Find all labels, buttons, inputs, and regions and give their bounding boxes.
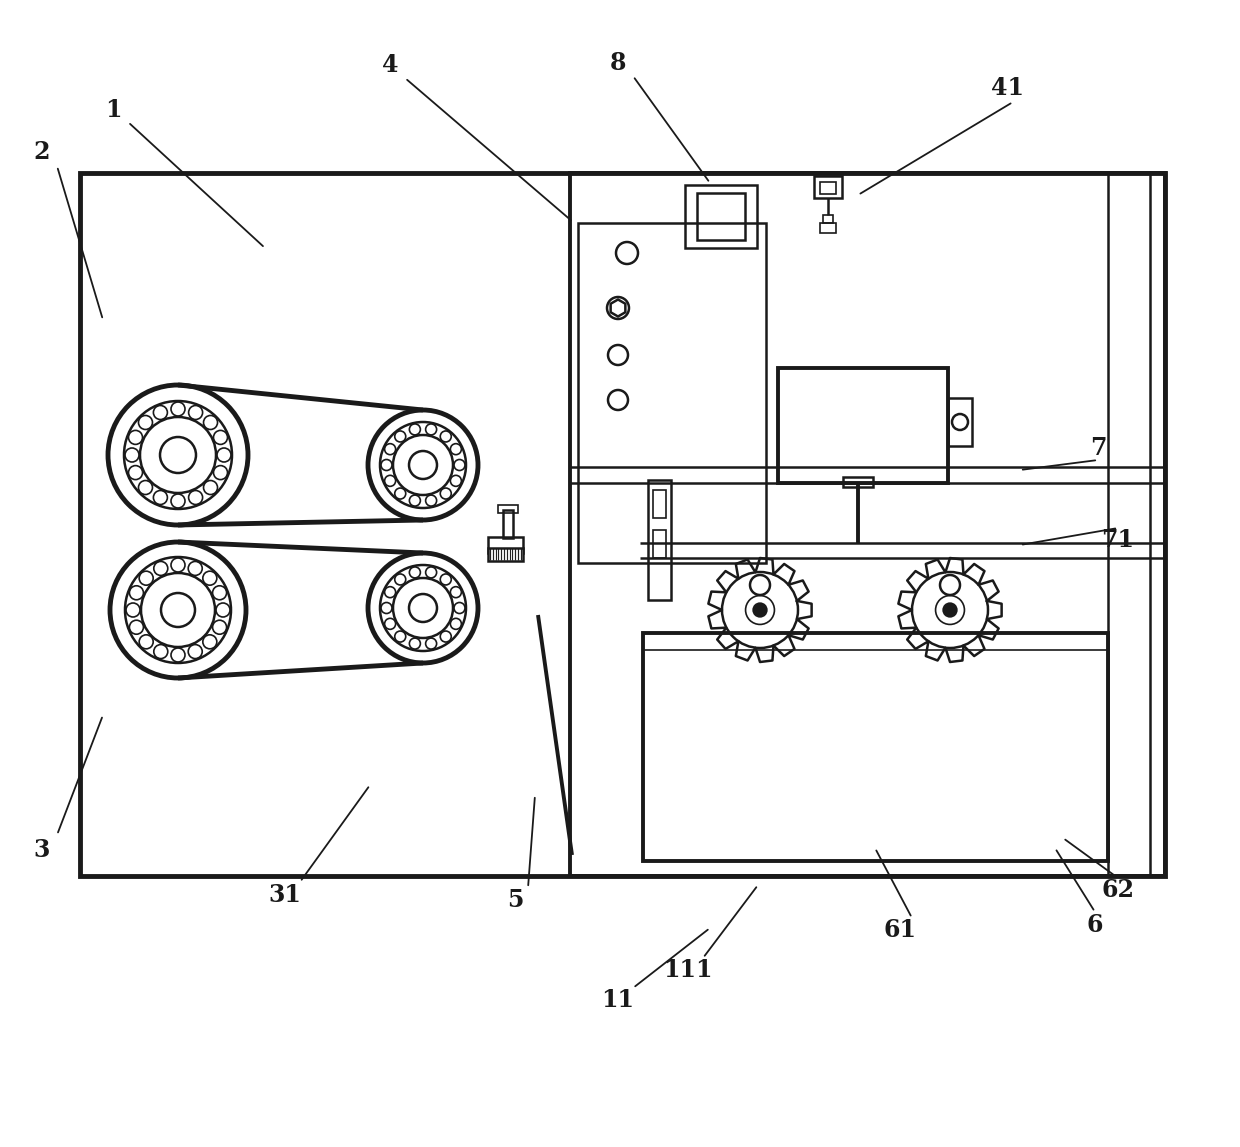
Text: 11: 11 (601, 988, 635, 1012)
Text: 61: 61 (883, 918, 916, 942)
Bar (649, 479, 671, 600)
Text: 71: 71 (1101, 528, 1135, 552)
Circle shape (944, 603, 957, 617)
Bar (503, 510, 513, 538)
Bar (813, 175, 842, 198)
Bar (653, 530, 666, 557)
Bar (949, 398, 972, 446)
Circle shape (753, 603, 766, 617)
Bar (489, 548, 523, 561)
Bar (1109, 173, 1149, 876)
Text: 3: 3 (33, 838, 50, 863)
Bar (823, 214, 833, 223)
Bar (843, 477, 873, 487)
Text: 2: 2 (33, 140, 51, 164)
Bar (820, 223, 836, 233)
Text: 4: 4 (382, 53, 398, 77)
Text: 5: 5 (507, 888, 523, 912)
Text: 8: 8 (610, 50, 626, 75)
Bar (820, 182, 836, 194)
Bar (489, 537, 523, 553)
Text: 111: 111 (663, 958, 713, 982)
Text: 62: 62 (1101, 877, 1135, 902)
Text: 41: 41 (992, 76, 1024, 100)
Bar (644, 633, 1109, 861)
Text: 31: 31 (269, 883, 301, 907)
Text: 6: 6 (1086, 913, 1104, 937)
Text: 1: 1 (104, 97, 122, 122)
Bar (684, 185, 756, 248)
Bar (653, 490, 666, 518)
Bar (570, 173, 1166, 876)
Bar (578, 223, 766, 563)
Bar (498, 505, 518, 513)
Bar (697, 193, 745, 240)
Text: 7: 7 (1090, 436, 1106, 460)
Bar (777, 368, 949, 483)
Bar (81, 173, 1166, 876)
